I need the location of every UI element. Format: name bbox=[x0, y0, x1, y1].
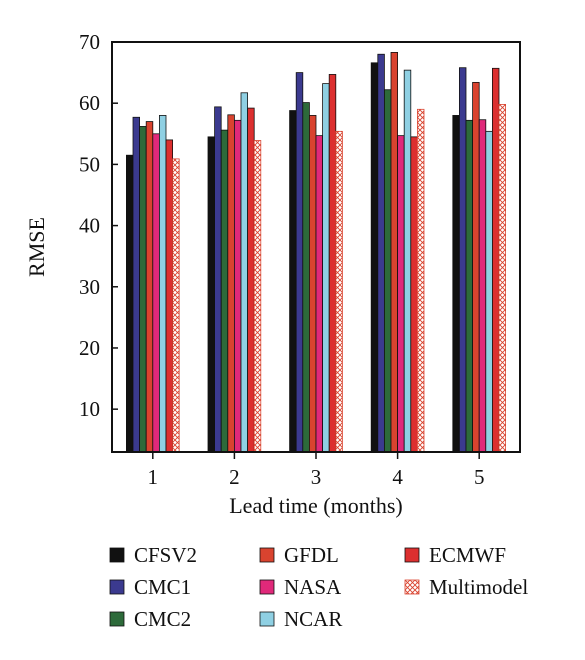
bar-cfsv2-2 bbox=[207, 136, 215, 453]
bar-cmc2-4 bbox=[383, 89, 392, 453]
bar-cmc2-5 bbox=[465, 119, 473, 453]
legend-swatch-ecmwf bbox=[404, 547, 420, 563]
bar-gfdl-3 bbox=[308, 115, 317, 453]
y-tick-label-50: 50 bbox=[79, 152, 100, 176]
legend-swatch-cmc2 bbox=[109, 611, 125, 627]
bar-cfsv2-1 bbox=[126, 154, 134, 453]
legend-swatch-ncar bbox=[259, 611, 275, 627]
x-tick-label-2: 2 bbox=[229, 465, 240, 489]
y-tick-label-30: 30 bbox=[79, 275, 100, 299]
legend-item-cmc2: CMC2 bbox=[109, 607, 191, 631]
legend-label-nasa: NASA bbox=[284, 575, 342, 599]
bar-multimodel-4 bbox=[416, 108, 425, 453]
legend-item-nasa: NASA bbox=[259, 575, 342, 599]
bar-cmc1-2 bbox=[214, 106, 222, 453]
y-tick-label-10: 10 bbox=[79, 397, 100, 421]
bar-cmc2-3 bbox=[302, 102, 310, 453]
legend-item-ncar: NCAR bbox=[259, 607, 342, 631]
bar-nasa-2 bbox=[233, 119, 242, 453]
x-axis-label: Lead time (months) bbox=[229, 493, 403, 518]
bar-cfsv2-4 bbox=[370, 62, 379, 453]
legend-swatch-multimodel bbox=[404, 579, 420, 595]
legend-label-cmc2: CMC2 bbox=[134, 607, 191, 631]
legend-label-ecmwf: ECMWF bbox=[429, 543, 506, 567]
bar-ecmwf-5 bbox=[491, 67, 500, 453]
x-tick-label-1: 1 bbox=[148, 465, 159, 489]
y-tick-label-60: 60 bbox=[79, 91, 100, 115]
legend-item-cfsv2: CFSV2 bbox=[109, 543, 197, 567]
bar-multimodel-3 bbox=[335, 130, 343, 453]
bar-nasa-4 bbox=[397, 135, 405, 453]
bar-cfsv2-3 bbox=[289, 110, 297, 453]
y-tick-label-70: 70 bbox=[79, 30, 100, 54]
bar-cmc2-1 bbox=[139, 126, 147, 453]
y-tick-label-20: 20 bbox=[79, 336, 100, 360]
bar-ncar-5 bbox=[485, 130, 493, 453]
y-axis-label: RMSE bbox=[24, 217, 49, 277]
y-axis: 10 20 30 40 50 60 70 bbox=[79, 30, 118, 421]
bar-gfdl-5 bbox=[472, 81, 480, 453]
bar-cmc1-1 bbox=[132, 116, 140, 453]
bar-cmc1-3 bbox=[295, 72, 304, 453]
legend-item-cmc1: CMC1 bbox=[109, 575, 191, 599]
legend-label-cfsv2: CFSV2 bbox=[134, 543, 197, 567]
bars-layer bbox=[126, 52, 506, 453]
bar-ncar-3 bbox=[322, 83, 330, 453]
legend-swatch-gfdl bbox=[259, 547, 275, 563]
bar-multimodel-5 bbox=[498, 104, 506, 453]
bar-cmc1-5 bbox=[458, 67, 467, 453]
bar-cmc1-4 bbox=[377, 53, 385, 453]
bar-nasa-5 bbox=[478, 119, 487, 453]
y-tick-label-40: 40 bbox=[79, 214, 100, 238]
legend-item-multimodel: Multimodel bbox=[404, 575, 528, 599]
legend-swatch-nasa bbox=[259, 579, 275, 595]
legend: CFSV2 CMC1 CMC2 GFDL NASA NCAR ECMWF Multimodel bbox=[109, 543, 528, 631]
x-tick-label-4: 4 bbox=[392, 465, 403, 489]
legend-label-cmc1: CMC1 bbox=[134, 575, 191, 599]
x-tick-label-3: 3 bbox=[311, 465, 322, 489]
legend-swatch-cmc1 bbox=[109, 579, 125, 595]
bar-nasa-3 bbox=[315, 135, 323, 453]
bar-gfdl-1 bbox=[145, 121, 154, 453]
legend-item-gfdl: GFDL bbox=[259, 543, 339, 567]
x-tick-label-5: 5 bbox=[474, 465, 485, 489]
bar-ecmwf-1 bbox=[165, 139, 173, 453]
bar-ncar-2 bbox=[240, 92, 248, 453]
bar-cmc2-2 bbox=[220, 129, 229, 453]
bar-multimodel-1 bbox=[172, 158, 180, 453]
legend-swatch-cfsv2 bbox=[109, 547, 125, 563]
bar-ncar-1 bbox=[158, 115, 167, 453]
bar-gfdl-2 bbox=[227, 114, 235, 453]
x-axis: 1 2 3 4 5 bbox=[148, 452, 485, 489]
legend-label-ncar: NCAR bbox=[284, 607, 342, 631]
bar-multimodel-2 bbox=[253, 140, 262, 453]
bar-ecmwf-4 bbox=[410, 136, 418, 453]
legend-label-multimodel: Multimodel bbox=[429, 575, 528, 599]
bar-ecmwf-3 bbox=[328, 74, 337, 453]
legend-item-ecmwf: ECMWF bbox=[404, 543, 506, 567]
bar-gfdl-4 bbox=[390, 52, 398, 453]
legend-label-gfdl: GFDL bbox=[284, 543, 339, 567]
bar-nasa-1 bbox=[152, 133, 160, 453]
bar-ncar-4 bbox=[403, 69, 412, 453]
bar-ecmwf-2 bbox=[247, 107, 255, 453]
bar-cfsv2-5 bbox=[452, 115, 460, 453]
